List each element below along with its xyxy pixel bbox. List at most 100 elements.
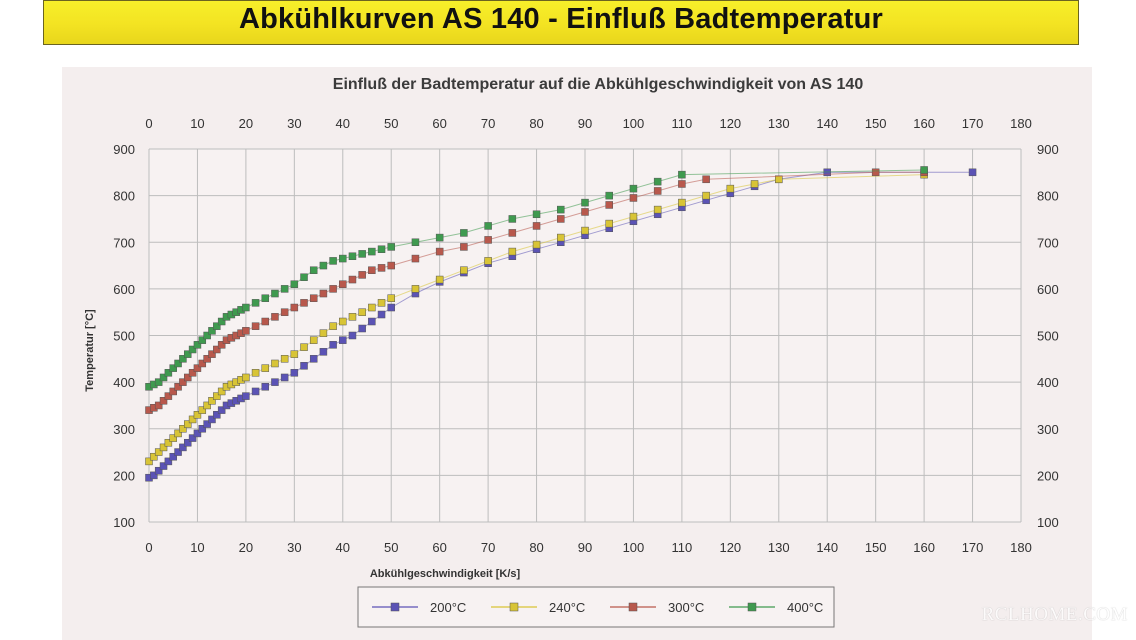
data-point-2 xyxy=(460,243,468,251)
data-point-3 xyxy=(557,205,565,214)
data-point-1 xyxy=(261,364,270,372)
data-point-2 xyxy=(653,187,662,195)
data-point-0 xyxy=(217,406,226,414)
y-tick-label-right: 800 xyxy=(1037,189,1059,204)
y-tick-label-right: 200 xyxy=(1037,468,1059,483)
y-tick-label-left: 700 xyxy=(113,235,135,250)
data-point-3 xyxy=(484,222,492,230)
data-point-2 xyxy=(484,236,492,244)
data-point-2 xyxy=(319,289,328,298)
data-point-1 xyxy=(435,275,444,284)
data-point-2 xyxy=(678,180,686,188)
legend-marker-1 xyxy=(509,602,519,612)
x-tick-label-top: 100 xyxy=(623,116,645,131)
data-point-3 xyxy=(581,198,589,207)
data-point-3 xyxy=(169,364,177,372)
data-point-2 xyxy=(198,359,207,368)
data-point-0 xyxy=(208,415,216,424)
data-point-3 xyxy=(198,336,207,344)
data-point-1 xyxy=(358,308,366,316)
data-point-0 xyxy=(184,438,192,447)
x-tick-label-bottom: 30 xyxy=(287,540,301,555)
x-tick-label-bottom: 100 xyxy=(623,540,645,555)
data-point-0 xyxy=(174,448,182,456)
data-point-2 xyxy=(184,373,192,382)
x-tick-label-top: 10 xyxy=(190,116,204,131)
data-point-3 xyxy=(203,331,211,340)
data-point-1 xyxy=(368,303,376,312)
data-point-3 xyxy=(605,191,613,200)
y-tick-label-right: 600 xyxy=(1037,282,1059,297)
data-point-2 xyxy=(217,341,226,349)
data-point-3 xyxy=(319,261,328,270)
data-point-3 xyxy=(460,229,468,237)
y-tick-label-left: 600 xyxy=(113,282,135,297)
data-point-1 xyxy=(411,285,420,293)
data-point-2 xyxy=(871,168,880,177)
data-point-3 xyxy=(348,252,357,260)
data-point-3 xyxy=(193,341,202,349)
data-point-3 xyxy=(184,350,192,358)
data-point-1 xyxy=(339,317,347,326)
x-tick-label-bottom: 90 xyxy=(578,540,592,555)
x-tick-label-top: 50 xyxy=(384,116,398,131)
data-point-3 xyxy=(280,285,289,293)
chart-svg: Einfluß der Badtemperatur auf die Abkühl… xyxy=(84,76,1059,628)
data-point-0 xyxy=(164,457,173,466)
x-tick-label-bottom: 60 xyxy=(432,540,446,555)
data-point-2 xyxy=(203,355,211,363)
legend-marker-0 xyxy=(390,602,400,612)
data-point-2 xyxy=(387,261,395,270)
x-tick-label-bottom: 150 xyxy=(865,540,887,555)
data-point-2 xyxy=(271,313,279,321)
data-point-1 xyxy=(309,336,318,344)
data-point-3 xyxy=(678,170,686,179)
data-point-1 xyxy=(460,266,468,274)
legend-label-3: 400°C xyxy=(787,600,823,615)
data-point-0 xyxy=(968,168,977,177)
data-point-1 xyxy=(188,415,197,424)
data-point-0 xyxy=(188,434,197,442)
x-tick-label-top: 30 xyxy=(287,116,301,131)
data-point-0 xyxy=(179,443,187,452)
x-tick-label-top: 120 xyxy=(719,116,741,131)
data-point-1 xyxy=(557,233,565,242)
data-point-0 xyxy=(193,429,202,438)
x-tick-label-bottom: 160 xyxy=(913,540,935,555)
data-point-3 xyxy=(508,215,517,223)
x-tick-label-bottom: 110 xyxy=(672,540,693,555)
data-point-3 xyxy=(329,257,337,265)
data-point-0 xyxy=(169,452,177,461)
data-point-3 xyxy=(208,327,216,335)
x-tick-label-bottom: 180 xyxy=(1010,540,1032,555)
data-point-2 xyxy=(300,299,308,307)
data-point-1 xyxy=(581,226,589,235)
data-point-1 xyxy=(629,212,638,221)
data-point-0 xyxy=(329,341,337,349)
data-point-3 xyxy=(300,273,308,281)
data-point-1 xyxy=(150,452,158,461)
data-point-0 xyxy=(377,310,386,319)
data-point-3 xyxy=(339,254,347,263)
y-tick-label-right: 500 xyxy=(1037,329,1059,344)
data-point-1 xyxy=(280,355,289,363)
data-point-3 xyxy=(653,177,662,186)
legend-label-2: 300°C xyxy=(668,600,704,615)
data-point-2 xyxy=(208,350,216,358)
data-point-0 xyxy=(251,387,260,396)
data-point-1 xyxy=(217,387,226,396)
x-tick-label-top: 170 xyxy=(962,116,984,131)
data-point-2 xyxy=(702,175,710,184)
x-tick-label-bottom: 10 xyxy=(190,540,204,555)
data-point-2 xyxy=(193,364,202,372)
data-point-2 xyxy=(261,317,270,326)
data-point-2 xyxy=(532,222,541,230)
data-point-2 xyxy=(358,271,366,279)
data-point-1 xyxy=(213,392,221,400)
data-point-1 xyxy=(678,198,686,207)
data-point-2 xyxy=(411,254,420,263)
x-tick-label-top: 130 xyxy=(768,116,790,131)
x-axis-label: Abkühlgeschwindigkeit [K/s] xyxy=(370,568,521,580)
legend-marker-3 xyxy=(747,602,757,612)
data-point-1 xyxy=(179,425,187,433)
